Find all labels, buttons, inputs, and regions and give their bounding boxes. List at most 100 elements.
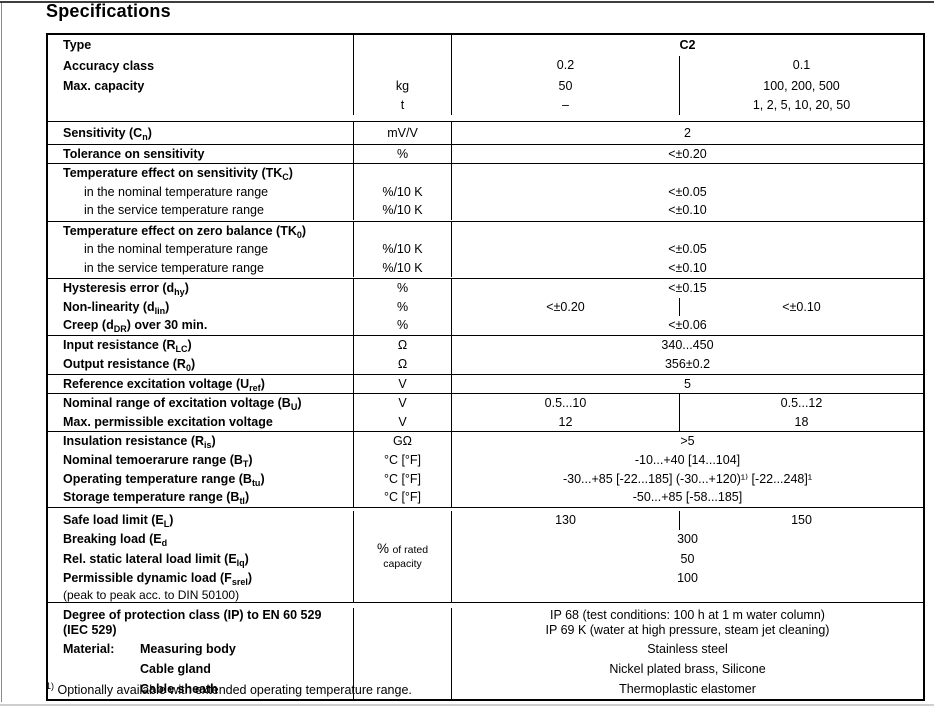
specifications-table: Type Accuracy class Max. capacity kg t C… bbox=[46, 33, 925, 701]
group-load-limits: Safe load limit (EL) Breaking load (Ed R… bbox=[48, 508, 923, 603]
protection-value-ip69k: IP 69 K (water at high pressure, steam j… bbox=[545, 623, 830, 638]
reference-voltage-value: 5 bbox=[684, 376, 691, 391]
group-protection-material: Degree of protection class (IP) to EN 60… bbox=[48, 603, 923, 699]
load-unit-of-rated: of rated capacity bbox=[383, 543, 429, 570]
temp-sensitivity-value-1: <±0.05 bbox=[668, 184, 707, 199]
output-resistance-label: Output resistance (R0) bbox=[63, 356, 196, 373]
capacity-unit-t: t bbox=[400, 98, 405, 112]
temp-zero-unit-2: %/10 K bbox=[382, 260, 423, 275]
page-left-border bbox=[1, 3, 2, 702]
nominal-excitation-value-02: 0.5...10 bbox=[452, 394, 680, 413]
temp-zero-row-service: in the service temperature range bbox=[84, 260, 264, 275]
accuracy-value-01: 0.1 bbox=[792, 58, 811, 72]
row-tolerance: Tolerance on sensitivity % <±0.20 bbox=[48, 145, 923, 164]
material-value-cable-sheath: Thermoplastic elastomer bbox=[619, 681, 756, 696]
nominal-excitation-label: Nominal range of excitation voltage (BU) bbox=[63, 396, 302, 413]
nonlinearity-unit: % bbox=[396, 299, 409, 314]
footnote: 1) Optionally available with extended op… bbox=[46, 681, 412, 697]
output-resistance-unit: Ω bbox=[397, 356, 408, 371]
temp-zero-unit-1: %/10 K bbox=[382, 242, 423, 256]
breaking-load-label: Breaking load (Ed bbox=[63, 532, 168, 549]
capacity-t-value-01: 1, 2, 5, 10, 20, 50 bbox=[752, 98, 851, 112]
reference-voltage-unit: V bbox=[353, 374, 452, 394]
protection-label-line2: (IEC 529) bbox=[63, 623, 117, 638]
page-bottom-border bbox=[0, 704, 934, 706]
input-resistance-value: 340...450 bbox=[661, 337, 714, 352]
nominal-temp-unit: °C [°F] bbox=[383, 452, 422, 467]
hysteresis-value: <±0.15 bbox=[668, 281, 707, 295]
lateral-load-value: 50 bbox=[680, 551, 695, 566]
input-resistance-label: Input resistance (RLC) bbox=[63, 337, 192, 354]
creep-unit: % bbox=[396, 318, 409, 333]
type-label: Type bbox=[63, 38, 92, 52]
group-excitation: Nominal range of excitation voltage (BU)… bbox=[48, 394, 923, 433]
reference-voltage-label: Reference excitation voltage (Uref) bbox=[63, 376, 265, 393]
dynamic-load-label: Permissible dynamic load (Fsrel) bbox=[63, 571, 252, 588]
load-unit-percent: % bbox=[376, 540, 389, 556]
row-sensitivity: Sensitivity (Cn) mV/V 2 bbox=[48, 122, 923, 145]
sensitivity-label: Sensitivity (Cn) bbox=[63, 126, 152, 142]
nonlinearity-value-01: <±0.10 bbox=[782, 299, 821, 314]
dynamic-load-note: (peak to peak acc. to DIN 50100) bbox=[63, 587, 240, 602]
max-excitation-value-01: 18 bbox=[794, 414, 809, 429]
max-excitation-value-02: 12 bbox=[452, 412, 680, 432]
capacity-kg-value-02: 50 bbox=[558, 79, 573, 93]
storage-temp-unit: °C [°F] bbox=[383, 490, 422, 505]
input-resistance-unit: Ω bbox=[397, 337, 408, 352]
group-resistance: Input resistance (RLC) Output resistance… bbox=[48, 335, 923, 375]
group-insulation-temps: Insulation resistance (Ris) Nominal temo… bbox=[48, 432, 923, 508]
operating-temp-unit: °C [°F] bbox=[383, 471, 422, 486]
header-group: Type Accuracy class Max. capacity kg t C… bbox=[48, 35, 923, 122]
operating-temp-label: Operating temperature range (Btu) bbox=[63, 471, 265, 488]
accuracy-class-label: Accuracy class bbox=[63, 59, 155, 73]
tolerance-unit: % bbox=[353, 145, 452, 163]
page-title: Specifications bbox=[46, 1, 171, 21]
nonlinearity-label: Non-linearity (dlin) bbox=[63, 299, 170, 316]
insulation-unit: GΩ bbox=[392, 434, 413, 449]
load-unit: % of rated capacity bbox=[353, 510, 452, 602]
group-hysteresis: Hysteresis error (dhy) Non-linearity (dl… bbox=[48, 279, 923, 336]
footnote-text: Optionally available with extended opera… bbox=[54, 683, 412, 697]
material-value-measuring-body: Stainless steel bbox=[647, 641, 728, 656]
nominal-excitation-value-01: 0.5...12 bbox=[780, 396, 823, 411]
dynamic-load-value: 100 bbox=[677, 571, 698, 586]
nonlinearity-value-02: <±0.20 bbox=[452, 297, 680, 317]
temp-sensitivity-value-2: <±0.10 bbox=[668, 203, 707, 217]
temp-zero-label: Temperature effect on zero balance (TK0) bbox=[63, 223, 307, 240]
capacity-kg-value-01: 100, 200, 500 bbox=[763, 79, 840, 93]
temp-zero-row-nominal: in the nominal temperature range bbox=[84, 242, 269, 256]
safe-load-label: Safe load limit (EL) bbox=[63, 512, 174, 529]
capacity-unit-kg: kg bbox=[395, 79, 410, 93]
material-row-cable-gland: Cable gland bbox=[140, 661, 211, 676]
header-units: kg t bbox=[353, 35, 452, 115]
page-top-border bbox=[0, 1, 934, 3]
nominal-temp-label: Nominal temoerarure range (BT) bbox=[63, 452, 253, 469]
material-row-measuring-body: Measuring body bbox=[140, 641, 236, 656]
hysteresis-label: Hysteresis error (dhy) bbox=[63, 281, 189, 297]
nominal-temp-value: -10...+40 [14...104] bbox=[634, 452, 741, 467]
safe-load-value-02: 130 bbox=[452, 510, 680, 531]
header-values: C2 0.2 0.1 50 – 100, 200, 500 1, 2, 5, 1… bbox=[452, 35, 923, 115]
max-excitation-label: Max. permissible excitation voltage bbox=[63, 414, 273, 429]
nominal-excitation-unit: V bbox=[398, 396, 407, 411]
protection-value-ip68: IP 68 (test conditions: 100 h at 1 m wat… bbox=[550, 607, 825, 622]
protection-label-line1: Degree of protection class (IP) to EN 60… bbox=[63, 607, 322, 622]
breaking-load-value: 300 bbox=[677, 532, 698, 547]
sensitivity-value: 2 bbox=[684, 126, 691, 140]
max-capacity-label: Max. capacity bbox=[63, 79, 145, 93]
type-value: C2 bbox=[679, 38, 696, 52]
temp-sensitivity-unit-2: %/10 K bbox=[382, 203, 423, 217]
temp-zero-value-1: <±0.05 bbox=[668, 242, 707, 256]
material-label: Material: bbox=[63, 641, 115, 656]
temp-sensitivity-unit-1: %/10 K bbox=[382, 184, 423, 199]
temp-sensitivity-row-nominal: in the nominal temperature range bbox=[84, 184, 269, 199]
group-temp-sensitivity: Temperature effect on sensitivity (TKC) … bbox=[48, 164, 923, 222]
accuracy-value-02: 0.2 bbox=[452, 56, 680, 77]
storage-temp-value: -50...+85 [-58...185] bbox=[632, 490, 743, 505]
group-temp-zero: Temperature effect on zero balance (TK0)… bbox=[48, 221, 923, 279]
safe-load-value-01: 150 bbox=[791, 512, 812, 527]
protection-unit-empty bbox=[353, 607, 452, 699]
insulation-label: Insulation resistance (Ris) bbox=[63, 434, 216, 451]
insulation-value: >5 bbox=[680, 434, 695, 449]
hysteresis-unit: % bbox=[396, 281, 409, 295]
